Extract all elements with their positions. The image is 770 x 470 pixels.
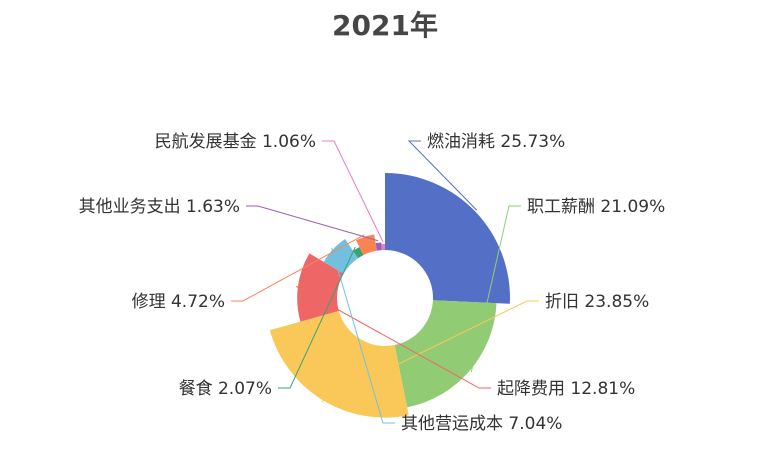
rose-slice-5[interactable]	[323, 239, 359, 274]
leader-line-5	[331, 247, 395, 424]
leader-line-2	[470, 205, 521, 373]
chart-title: 2021年	[332, 9, 438, 42]
rose-slice-2[interactable]	[394, 300, 497, 408]
leader-line-4	[295, 285, 491, 389]
rose-slice-8[interactable]	[375, 242, 382, 251]
slice-label-9: 民航发展基金 1.06%	[155, 132, 316, 152]
leader-line-8	[246, 205, 379, 242]
slice-label-6: 餐食 2.07%	[179, 379, 272, 399]
rose-slice-1[interactable]	[385, 173, 510, 304]
rose-slice-4[interactable]	[297, 253, 344, 322]
rose-slice-3[interactable]	[269, 310, 409, 418]
leader-line-3	[321, 300, 539, 403]
slice-label-1: 燃油消耗 25.73%	[427, 132, 565, 152]
slice-label-2: 职工薪酬 21.09%	[527, 197, 665, 217]
slice-label-4: 起降费用 12.81%	[497, 379, 635, 399]
slice-label-8: 其他业务支出 1.63%	[79, 197, 240, 217]
slice-label-3: 折旧 23.85%	[545, 292, 649, 312]
rose-slice-9[interactable]	[381, 244, 385, 251]
leader-line-7	[231, 234, 365, 302]
rose-slice-6[interactable]	[353, 247, 364, 259]
leader-line-6	[278, 246, 356, 389]
slice-label-7: 修理 4.72%	[132, 292, 225, 312]
leader-line-9	[322, 140, 384, 243]
slice-label-5: 其他营运成本 7.04%	[401, 414, 562, 434]
leader-line-1	[407, 140, 478, 211]
rose-slice-7[interactable]	[356, 234, 377, 256]
